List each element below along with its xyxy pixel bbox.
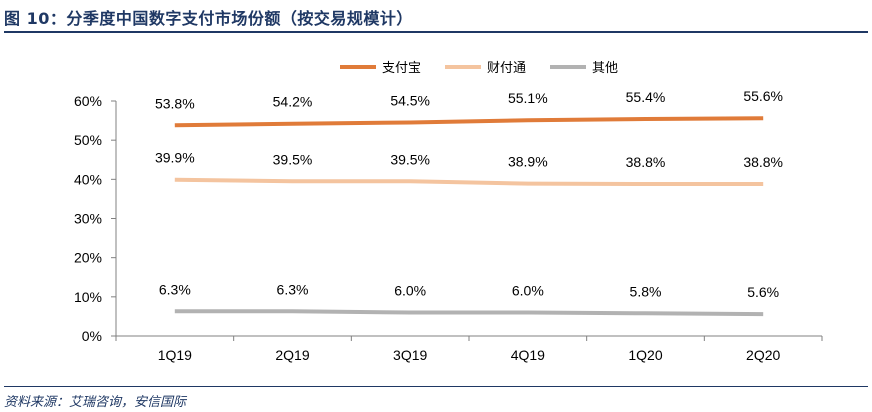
data-label: 39.9% <box>155 150 195 166</box>
data-label: 53.8% <box>155 95 195 111</box>
legend-label: 其他 <box>592 61 618 76</box>
x-tick-label: 2Q19 <box>275 347 309 363</box>
x-tick-label: 2Q20 <box>746 347 780 363</box>
data-label: 6.0% <box>394 283 426 299</box>
data-label: 38.8% <box>743 154 783 170</box>
x-tick-label: 1Q19 <box>158 347 192 363</box>
series-lines <box>174 116 764 317</box>
figure-title: 图 10：分季度中国数字支付市场份额（按交易规模计） <box>4 9 413 28</box>
legend-label: 支付宝 <box>382 61 421 76</box>
y-tick-label: 40% <box>74 171 102 187</box>
data-label: 5.8% <box>630 283 662 299</box>
x-tick-label: 1Q20 <box>628 347 662 363</box>
series-line-0 <box>174 116 764 128</box>
data-label: 5.6% <box>747 284 779 300</box>
data-label: 39.5% <box>390 151 430 167</box>
x-tick-label: 3Q19 <box>393 347 427 363</box>
data-label: 55.6% <box>743 88 783 104</box>
source-rule <box>4 386 868 387</box>
series-line-2 <box>174 309 764 317</box>
data-label: 54.2% <box>273 94 313 110</box>
axes: 0% 10% 20% 30% 40% 50% 60% 1Q19 2Q19 3Q19 4Q19 1Q20… <box>74 93 823 363</box>
data-label: 54.5% <box>390 93 430 109</box>
data-label: 6.0% <box>512 283 544 299</box>
data-labels: 53.8% 54.2% 54.5% 55.1% 55.4% 55.6% 39.9% 39.5%… <box>155 88 783 300</box>
y-tick-label: 20% <box>74 250 102 266</box>
line-chart: 支付宝 财付通 其他 0% 10% 20% 30% 40% 50% 60% 1Q19 2Q19 3Q1… <box>74 61 823 363</box>
legend-label: 财付通 <box>487 61 526 76</box>
y-tick-label: 0% <box>82 328 102 344</box>
data-label: 55.4% <box>626 89 666 105</box>
y-tick-label: 30% <box>74 211 102 227</box>
series-line-1 <box>174 177 764 186</box>
y-tick-label: 50% <box>74 132 102 148</box>
y-tick-label: 60% <box>74 93 102 109</box>
source-note: 资料来源：艾瑞咨询，安信国际 <box>4 395 187 410</box>
data-label: 38.9% <box>508 154 548 170</box>
data-label: 55.1% <box>508 90 548 106</box>
data-label: 6.3% <box>159 281 191 297</box>
data-label: 39.5% <box>273 151 313 167</box>
y-tick-label: 10% <box>74 289 102 305</box>
legend: 支付宝 财付通 其他 <box>340 61 618 76</box>
title-rule <box>4 31 868 33</box>
data-label: 6.3% <box>277 281 309 297</box>
data-label: 38.8% <box>626 154 666 170</box>
x-tick-label: 4Q19 <box>511 347 545 363</box>
